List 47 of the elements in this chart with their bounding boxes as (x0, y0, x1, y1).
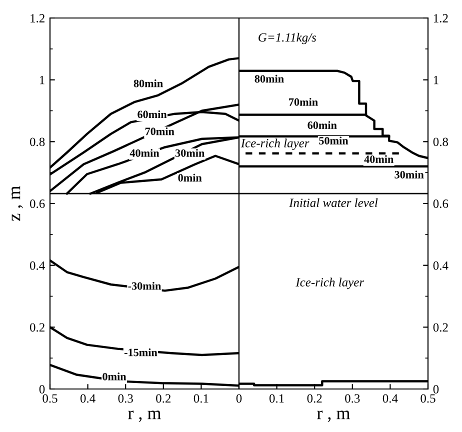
x-tick-label: 0.2 (307, 394, 322, 403)
y-tick-label: 0.8 (433, 138, 448, 146)
x-tick-label: 0 (236, 394, 242, 403)
x-tick-label: 0.4 (382, 394, 398, 403)
x-axis-title: r , m (128, 410, 162, 422)
x-tick-label: 0.1 (194, 394, 208, 403)
y-tick-label: 0.6 (433, 200, 448, 208)
y-tick-label: 0.2 (30, 323, 44, 332)
annotation: 60min (308, 121, 337, 129)
annotation: -30min (128, 282, 161, 290)
annotation: 80min (254, 74, 284, 83)
annotation: 80min (134, 79, 163, 88)
y-tick-label: 0 (433, 385, 439, 394)
annotation: 60min (138, 110, 167, 118)
x-tick-label: 0.4 (80, 394, 96, 403)
x-tick-label: 0.2 (156, 394, 171, 403)
annotation: Ice-rich layer (296, 278, 364, 290)
x-tick-label: 0.5 (42, 394, 58, 403)
annotation: G=1.11kg/s (258, 32, 316, 44)
annotation: 50min (319, 136, 348, 144)
annotation: Ice-rich layer (240, 138, 310, 150)
annotation: 30min (175, 148, 205, 157)
y-tick-label: 0.8 (30, 138, 45, 146)
annotation: 0min (178, 174, 202, 182)
annotation: 0min (102, 372, 126, 380)
y-tick-label: 0.4 (30, 261, 45, 270)
y-tick-label: 1.2 (434, 14, 448, 23)
y-tick-label: 0.2 (433, 323, 448, 332)
y-tick-label: 0.6 (30, 200, 45, 208)
y-axis-title: z , m (12, 186, 23, 221)
x-axis-title: r , m (317, 410, 350, 422)
x-tick-label: 0.5 (420, 394, 436, 403)
annotation: 40min (364, 155, 394, 163)
x-tick-label: 0.3 (345, 394, 360, 403)
y-tick-label: 1.2 (30, 14, 44, 23)
annotation: 40min (130, 148, 160, 157)
annotation: 30min (394, 170, 424, 178)
y-tick-label: 0.4 (433, 261, 448, 270)
x-tick-label: 0.1 (269, 394, 284, 403)
y-tick-label: 1 (40, 76, 44, 84)
x-tick-label: 0.3 (118, 394, 133, 403)
y-tick-label: 0 (39, 385, 45, 394)
annotation: -15min (124, 348, 158, 356)
ref-line-label: Initial water level (289, 198, 378, 208)
annotation: 70min (145, 127, 174, 136)
y-tick-label: 1 (434, 76, 438, 84)
annotation: 70min (289, 98, 318, 106)
